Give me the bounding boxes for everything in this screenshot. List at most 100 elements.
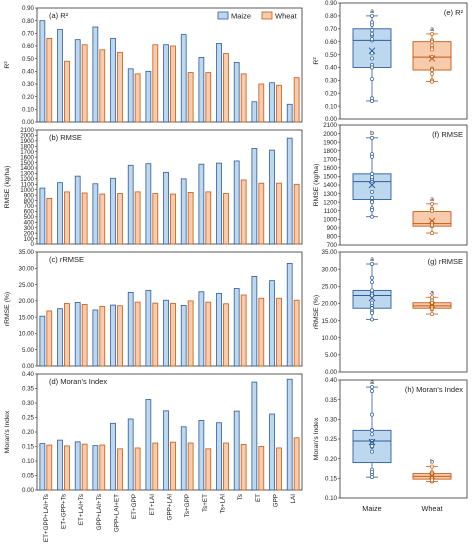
data-point: [370, 175, 374, 180]
bar-wheat: [240, 179, 247, 245]
mean-marker: [368, 294, 376, 302]
x-tick-label: Wheat: [421, 504, 442, 513]
x-tick-label: Maize: [362, 504, 381, 513]
panel-frame: [36, 129, 303, 245]
panel-title: (g) rRMSE: [428, 257, 463, 266]
y-tick-label: 700: [24, 203, 35, 210]
y-tick-label: 0.00: [22, 487, 35, 494]
bar-wheat: [134, 191, 141, 245]
y-tick-label: 10.00: [19, 331, 35, 338]
box-wheat: b: [412, 459, 452, 484]
data-point: [430, 464, 434, 469]
y-tick-label: 700: [327, 242, 338, 249]
significance-letter: a: [430, 196, 434, 203]
y-tick-label: 1500: [20, 160, 34, 167]
y-tick-label: 1900: [323, 139, 337, 146]
y-tick-label: 1400: [20, 165, 34, 172]
bar-wheat: [223, 442, 229, 491]
y-tick-label: 1800: [323, 148, 337, 155]
data-point: [370, 37, 374, 42]
bar-maize: [180, 426, 187, 491]
box-maize: a: [352, 379, 392, 480]
bar-wheat: [293, 77, 300, 123]
bar-maize: [163, 44, 169, 123]
y-tick-label: 15.00: [322, 318, 338, 325]
y-tick-label: 0.50: [22, 56, 35, 63]
y-tick-label: 1300: [323, 191, 337, 198]
bar-wheat: [240, 294, 247, 367]
bar-maize: [145, 70, 152, 123]
x-tick-label: Ts+ET: [202, 494, 209, 512]
y-axis-label: RMSE (kg/ha): [313, 164, 320, 207]
data-point: [370, 475, 374, 480]
bar-maize: [39, 20, 46, 123]
bar-wheat: [293, 183, 300, 245]
bar-wheat: [81, 44, 88, 123]
y-tick-label: 0.10: [325, 495, 338, 502]
box-maize: a: [352, 256, 392, 322]
x-tick-label: Ts+GPP: [184, 494, 191, 517]
data-point: [370, 31, 374, 36]
bar-maize: [233, 288, 240, 367]
y-tick-label: 0.90: [325, 0, 338, 7]
bar-maize: [92, 26, 99, 123]
panel-frame: [339, 251, 468, 373]
data-point: [370, 189, 374, 194]
bar-wheat: [64, 303, 70, 367]
y-tick-label: 900: [24, 192, 35, 199]
y-tick-label: 0.20: [325, 456, 338, 463]
data-point: [370, 207, 374, 212]
y-tick-label: 30.00: [322, 266, 338, 273]
data-point: [370, 51, 374, 56]
y-tick-label: 0.05: [22, 473, 35, 480]
bar-panel-2: 0100200300400500600700800900100011001200…: [4, 127, 303, 248]
y-tick-label: 0.90: [22, 5, 35, 12]
data-point: [430, 231, 434, 235]
bar-maize: [198, 57, 205, 123]
bar-wheat: [46, 444, 53, 491]
y-tick-label: 20.00: [322, 301, 338, 308]
data-point: [370, 317, 374, 322]
bar-maize: [251, 381, 258, 491]
data-point: [370, 412, 374, 417]
y-tick-label: 0.60: [22, 43, 35, 50]
y-tick-label: 2100: [323, 122, 337, 129]
y-tick-label: 2000: [20, 133, 34, 140]
bar-panel-4: 0.00 0.05 0.10 0.15 0.20 0.25 0.30 0.35 0.40 Mora…: [4, 371, 303, 542]
y-tick-label: 0.20: [22, 429, 35, 436]
significance-letter: a: [430, 26, 434, 33]
bar-maize: [127, 164, 134, 245]
data-point: [370, 13, 374, 18]
y-tick-label: 0.10: [22, 458, 35, 465]
y-tick-label: 0.10: [325, 103, 338, 110]
bar-panel-1: 0.00 0.10 0.20 0.30 0.40 0.50 0.60 0.70 0.80 0.90…: [4, 5, 303, 126]
x-tick-label: ET+GPP+LAI+Ts: [43, 494, 50, 542]
data-point: [370, 195, 374, 200]
x-tick-label: GPP+LAI: [167, 494, 174, 521]
bar-maize: [198, 291, 205, 367]
data-point: [430, 300, 434, 305]
data-point: [430, 312, 434, 317]
bar-maize: [216, 43, 222, 123]
bar-wheat: [240, 73, 247, 123]
bar-maize: [92, 309, 99, 367]
bar-maize: [180, 305, 187, 367]
bar-wheat: [117, 193, 123, 245]
bar-wheat: [223, 303, 229, 367]
x-tick-label: Ts+LAI: [220, 494, 227, 514]
data-point: [370, 306, 374, 311]
box-wheat: a: [412, 289, 452, 317]
y-tick-label: 0.35: [22, 386, 35, 393]
bar-wheat: [170, 441, 176, 491]
y-tick-label: 0.20: [22, 94, 35, 101]
bar-maize: [269, 149, 275, 245]
legend-label-wheat: Wheat: [275, 12, 298, 21]
data-point: [370, 432, 374, 437]
significance-letter: a: [370, 379, 374, 386]
y-tick-label: 1700: [20, 149, 34, 156]
y-tick-label: 1700: [323, 156, 337, 163]
data-point: [370, 154, 374, 159]
bar-maize: [57, 308, 63, 367]
bar-wheat: [205, 448, 212, 491]
